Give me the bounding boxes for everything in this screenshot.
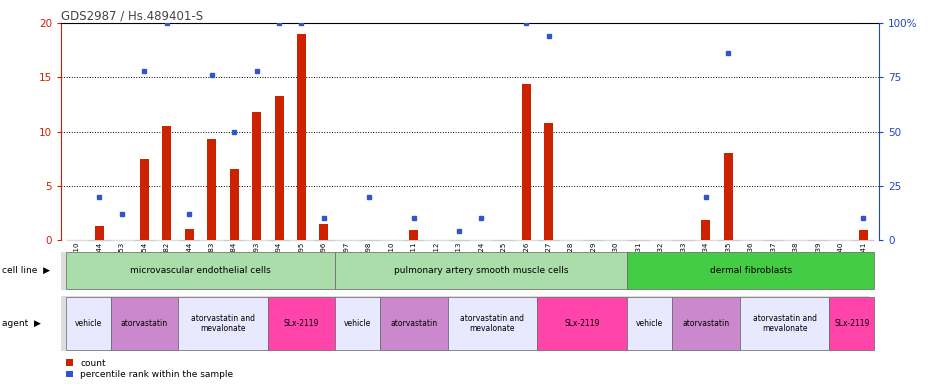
Bar: [380, 297, 447, 350]
Text: pulmonary artery smooth muscle cells: pulmonary artery smooth muscle cells: [394, 266, 569, 275]
Text: atorvastatin: atorvastatin: [682, 319, 729, 328]
Bar: [184, 229, 194, 240]
Bar: [627, 252, 874, 289]
Bar: [544, 123, 553, 240]
Text: atorvastatin and
mevalonate: atorvastatin and mevalonate: [191, 314, 255, 333]
Legend: count, percentile rank within the sample: count, percentile rank within the sample: [66, 359, 233, 379]
Bar: [111, 297, 178, 350]
Bar: [538, 297, 627, 350]
Bar: [336, 297, 380, 350]
Bar: [229, 169, 239, 240]
Text: atorvastatin and
mevalonate: atorvastatin and mevalonate: [461, 314, 525, 333]
Bar: [297, 34, 306, 240]
Bar: [207, 139, 216, 240]
Bar: [95, 226, 103, 240]
Bar: [672, 297, 740, 350]
Text: agent  ▶: agent ▶: [2, 319, 40, 328]
Bar: [163, 126, 171, 240]
Bar: [252, 112, 261, 240]
Text: atorvastatin and
mevalonate: atorvastatin and mevalonate: [753, 314, 817, 333]
Bar: [724, 153, 733, 240]
Text: GDS2987 / Hs.489401-S: GDS2987 / Hs.489401-S: [61, 10, 203, 23]
Text: vehicle: vehicle: [74, 319, 102, 328]
Text: atorvastatin: atorvastatin: [120, 319, 168, 328]
Text: SLx-2119: SLx-2119: [284, 319, 320, 328]
Bar: [522, 84, 531, 240]
Text: SLx-2119: SLx-2119: [835, 319, 870, 328]
Bar: [320, 224, 328, 240]
Bar: [178, 297, 268, 350]
Bar: [447, 297, 538, 350]
Text: vehicle: vehicle: [636, 319, 664, 328]
Text: dermal fibroblasts: dermal fibroblasts: [710, 266, 791, 275]
Bar: [701, 220, 711, 240]
Text: SLx-2119: SLx-2119: [565, 319, 600, 328]
Text: atorvastatin: atorvastatin: [390, 319, 437, 328]
Bar: [740, 297, 829, 350]
Bar: [409, 230, 418, 240]
Text: microvascular endothelial cells: microvascular endothelial cells: [130, 266, 271, 275]
Bar: [336, 252, 627, 289]
Bar: [66, 297, 111, 350]
Bar: [140, 159, 149, 240]
Bar: [66, 252, 336, 289]
Bar: [268, 297, 336, 350]
Bar: [858, 230, 868, 240]
Bar: [274, 96, 284, 240]
Text: vehicle: vehicle: [344, 319, 371, 328]
Bar: [627, 297, 672, 350]
Text: cell line  ▶: cell line ▶: [2, 266, 50, 275]
Bar: [829, 297, 874, 350]
